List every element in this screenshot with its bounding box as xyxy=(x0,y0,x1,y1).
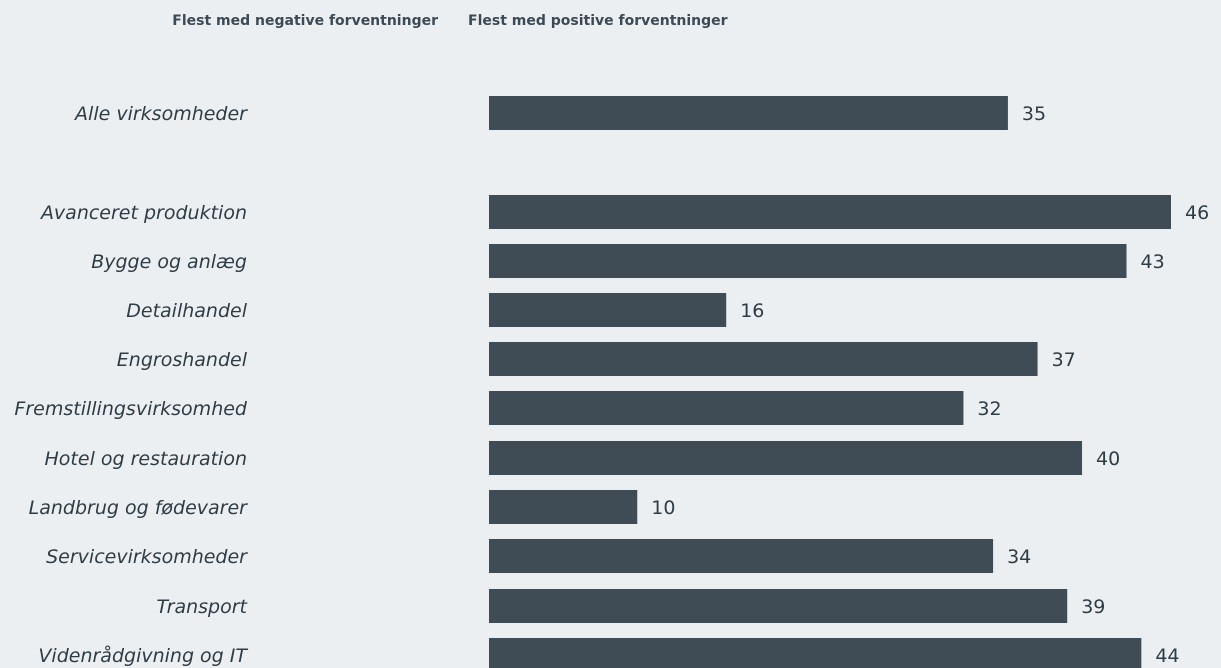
value-label: 46 xyxy=(1185,202,1209,224)
value-label: 40 xyxy=(1096,448,1120,470)
bar xyxy=(489,342,1038,376)
category-label: Engroshandel xyxy=(117,349,248,371)
bar xyxy=(489,195,1171,229)
bar xyxy=(489,391,964,425)
category-label: Fremstillingsvirksomhed xyxy=(14,398,248,420)
value-label: 39 xyxy=(1081,596,1105,618)
category-label: Landbrug og fødevarer xyxy=(29,497,249,519)
value-label: 35 xyxy=(1022,103,1046,125)
category-label: Videnrådgivning og IT xyxy=(38,644,248,667)
header-negative: Flest med negative forventninger xyxy=(172,13,438,29)
header-positive: Flest med positive forventninger xyxy=(468,13,728,29)
bar xyxy=(489,441,1083,475)
bar xyxy=(489,490,638,524)
category-label: Avanceret produktion xyxy=(39,202,247,224)
bar xyxy=(489,638,1142,668)
bar xyxy=(489,539,994,573)
category-label: Detailhandel xyxy=(126,300,247,322)
value-label: 37 xyxy=(1052,349,1076,371)
bar xyxy=(489,589,1068,623)
bar xyxy=(489,293,727,327)
value-label: 16 xyxy=(740,300,764,322)
value-label: 10 xyxy=(651,497,675,519)
value-label: 34 xyxy=(1007,546,1031,568)
value-label: 43 xyxy=(1141,251,1165,273)
value-label: 44 xyxy=(1155,645,1179,667)
category-label: Bygge og anlæg xyxy=(91,251,247,273)
category-label: Alle virksomheder xyxy=(73,103,248,125)
category-label: Hotel og restauration xyxy=(45,448,247,470)
category-label: Servicevirksomheder xyxy=(46,546,248,568)
value-label: 32 xyxy=(977,398,1001,420)
bar xyxy=(489,244,1127,278)
category-label: Transport xyxy=(157,596,249,618)
bar xyxy=(489,96,1008,130)
